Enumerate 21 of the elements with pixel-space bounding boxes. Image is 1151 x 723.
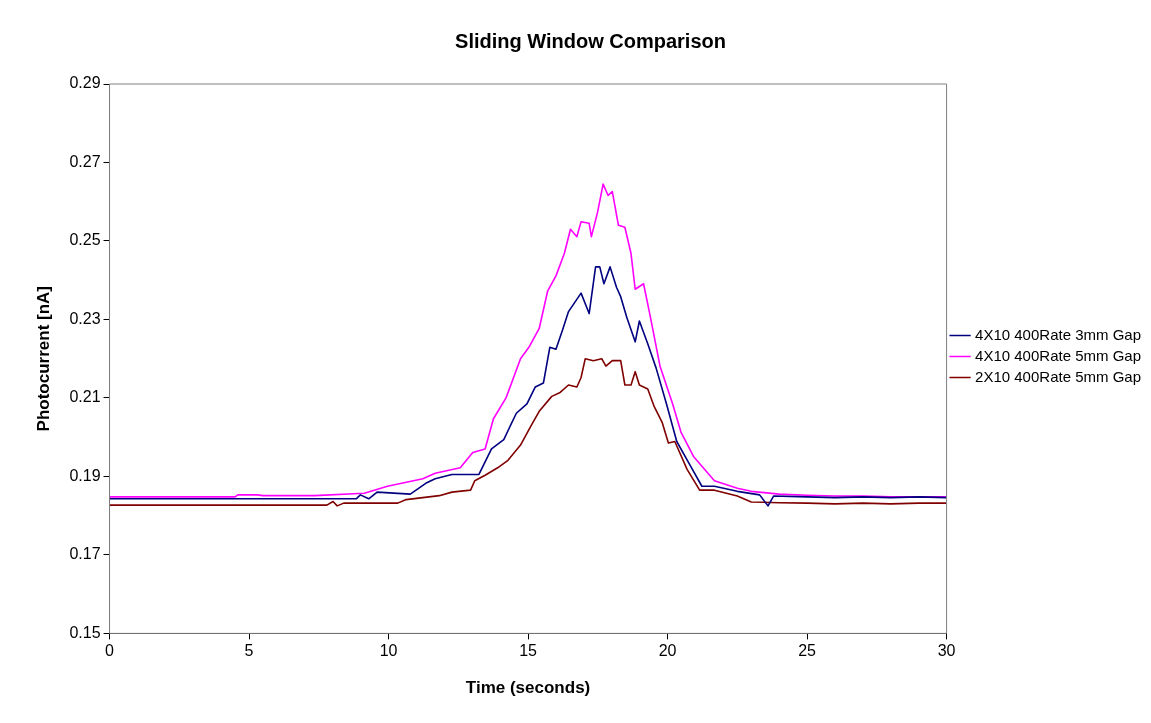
x-tick-label: 25 bbox=[798, 642, 817, 660]
x-tick-label: 20 bbox=[658, 642, 677, 660]
x-tick-label: 5 bbox=[244, 642, 254, 660]
y-tick-label: 0.27 bbox=[69, 152, 101, 170]
y-tick-label: 0.15 bbox=[69, 623, 101, 641]
x-axis-title: Time (seconds) bbox=[465, 678, 591, 698]
x-tick-label: 10 bbox=[379, 642, 398, 660]
y-tick-label: 0.25 bbox=[69, 231, 101, 249]
y-tick-label: 0.21 bbox=[69, 388, 101, 406]
y-axis-title: Photocurrent [nA] bbox=[33, 285, 53, 432]
x-tick-label: 15 bbox=[519, 642, 538, 660]
legend-label: 4X10 400Rate 3mm Gap bbox=[975, 325, 1142, 343]
y-tick-label: 0.23 bbox=[69, 309, 101, 327]
y-tick-label: 0.17 bbox=[69, 545, 101, 563]
chart-title: Sliding Window Comparison bbox=[455, 29, 726, 52]
legend-label: 4X10 400Rate 5mm Gap bbox=[975, 346, 1142, 364]
y-tick-label: 0.19 bbox=[69, 466, 101, 484]
y-tick-label: 0.29 bbox=[69, 74, 101, 92]
x-tick-label: 30 bbox=[937, 642, 956, 660]
legend-label: 2X10 400Rate 5mm Gap bbox=[975, 367, 1142, 385]
x-tick-label: 0 bbox=[105, 642, 115, 660]
